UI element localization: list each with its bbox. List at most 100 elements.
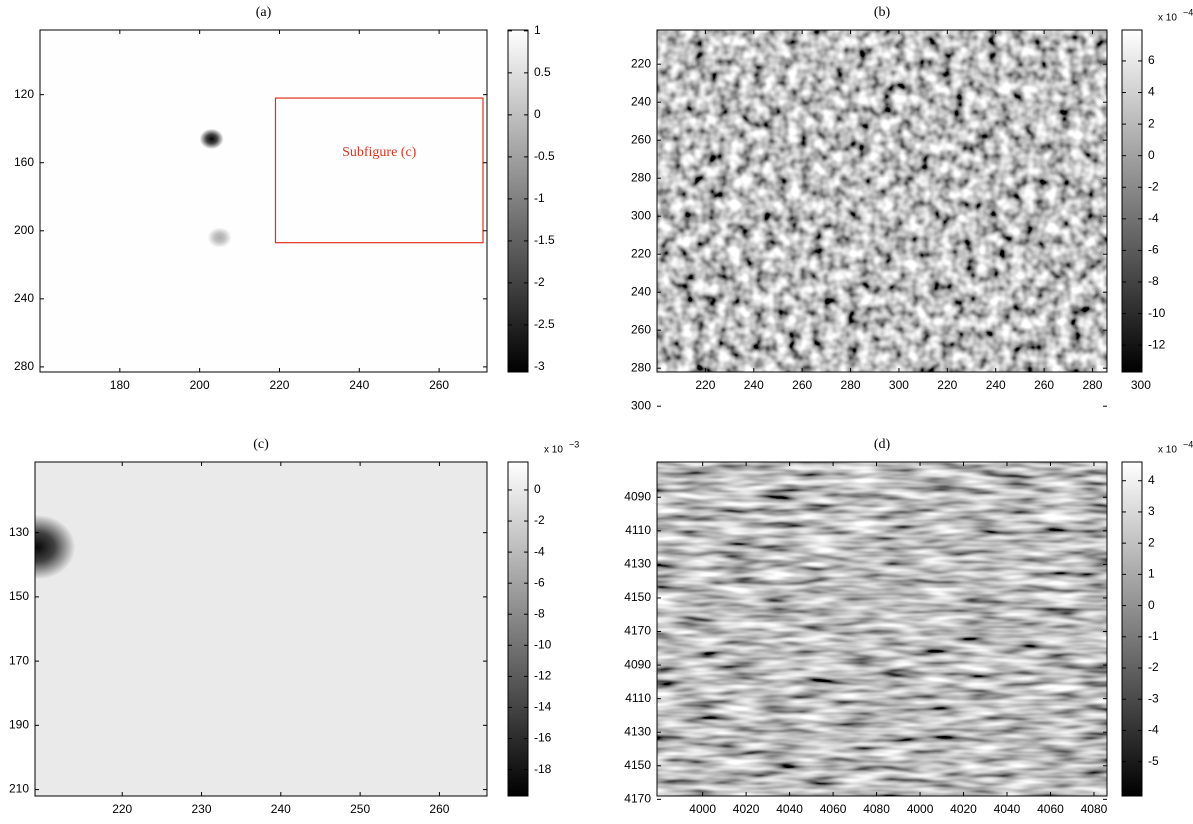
x-tick-label: 220 [269, 378, 289, 392]
x-tick-label: 220 [112, 802, 132, 816]
x-tick-label: 220 [695, 378, 715, 392]
colorbar-tick-label: -1.5 [534, 233, 555, 247]
plot-frame [656, 29, 1108, 373]
x-tick-label: 180 [110, 378, 130, 392]
colorbar-tick-label: 0 [534, 107, 541, 121]
colorbar-tick-label: 0.5 [534, 65, 551, 79]
colorbar [1121, 461, 1143, 797]
colorbar-tick-label: -14 [534, 700, 552, 714]
annotation-label: Subfigure (c) [342, 145, 417, 160]
heatmap-spot [207, 227, 232, 248]
y-tick-label: 4170 [624, 624, 651, 638]
y-tick-label: 4150 [624, 590, 651, 604]
y-tick-label: 4170 [624, 792, 651, 806]
y-tick-label: 240 [14, 291, 34, 305]
heatmap-texture [657, 462, 1107, 796]
heatmap-texture [657, 30, 1107, 372]
colorbar-tick-label: -18 [534, 762, 552, 776]
plot-frame [39, 29, 488, 373]
x-tick-label: 260 [792, 378, 812, 392]
y-tick-label: 300 [631, 398, 651, 412]
colorbar-tick-label: -12 [1148, 337, 1166, 351]
colorbar-tick-label: -16 [534, 731, 552, 745]
colorbar-scale: x 10 [1158, 13, 1177, 24]
plot-area [657, 30, 1107, 372]
colorbar-tick-label: 2 [1148, 116, 1155, 130]
y-tick-label: 300 [631, 208, 651, 222]
panel-title: (d) [874, 437, 891, 452]
colorbar-tick-label: -2 [534, 275, 545, 289]
colorbar-tick-label: -8 [534, 606, 545, 620]
y-tick-label: 160 [14, 155, 34, 169]
x-tick-label: 4040 [994, 802, 1021, 816]
colorbar-tick-label: 0 [1148, 148, 1155, 162]
y-tick-label: 4110 [625, 523, 651, 537]
colorbar-tick-label: 2 [1148, 535, 1155, 549]
colorbar-tick-label: -3 [534, 359, 545, 373]
panel-title: (a) [256, 5, 272, 20]
colorbar-tick-label: 0 [534, 482, 541, 496]
colorbar-tick-label: 0 [1148, 598, 1155, 612]
panel-title: (c) [253, 437, 269, 452]
colorbar-tick-label: -2.5 [534, 317, 555, 331]
x-tick-label: 4020 [733, 802, 760, 816]
y-tick-label: 280 [631, 170, 651, 184]
x-tick-label: 4080 [1081, 802, 1108, 816]
colorbar-exponent: −4 [1183, 439, 1193, 449]
colorbar-tick-label: -3 [1148, 691, 1159, 705]
x-tick-label: 240 [986, 378, 1006, 392]
y-tick-label: 280 [631, 360, 651, 374]
colorbar-tick-label: -4 [534, 544, 545, 558]
x-tick-label: 4060 [820, 802, 847, 816]
y-tick-label: 4090 [624, 489, 651, 503]
colorbar-tick-label: -1 [1148, 629, 1159, 643]
colorbar-tick-label: 1 [1148, 567, 1155, 581]
colorbar-exponent: −3 [569, 439, 579, 449]
colorbar-tick-label: -10 [534, 637, 552, 651]
y-tick-label: 240 [631, 94, 651, 108]
colorbar-tick-label: 4 [1148, 473, 1155, 487]
y-tick-label: 210 [9, 782, 29, 796]
x-tick-label: 4080 [863, 802, 890, 816]
y-tick-label: 4090 [624, 657, 651, 671]
x-tick-label: 4060 [1037, 802, 1064, 816]
colorbar-tick-label: 1 [534, 23, 541, 37]
x-tick-label: 300 [1131, 378, 1151, 392]
heatmap-spot [199, 128, 224, 150]
x-tick-label: 4000 [689, 802, 716, 816]
x-tick-label: 200 [190, 378, 210, 392]
colorbar [1121, 29, 1143, 373]
y-tick-label: 4130 [624, 557, 651, 571]
colorbar-scale: x 10 [1158, 445, 1177, 456]
y-tick-label: 150 [9, 589, 29, 603]
y-tick-label: 220 [631, 56, 651, 70]
y-tick-label: 260 [631, 132, 651, 146]
x-tick-label: 260 [429, 378, 449, 392]
x-tick-label: 260 [1034, 378, 1054, 392]
x-tick-label: 300 [889, 378, 909, 392]
plot-area [657, 462, 1107, 796]
heatmap-spot [35, 514, 76, 580]
colorbar-tick-label: -2 [1148, 179, 1159, 193]
x-tick-label: 240 [349, 378, 369, 392]
colorbar-tick-label: -4 [1148, 723, 1159, 737]
plot-frame [656, 461, 1108, 797]
colorbar-tick-label: -1 [534, 191, 545, 205]
colorbar-exponent: −4 [1183, 7, 1193, 17]
colorbar-scale: x 10 [544, 445, 563, 456]
colorbar-tick-label: 6 [1148, 53, 1155, 67]
colorbar [507, 29, 529, 373]
annotation-box [274, 97, 484, 244]
plot-frame [34, 461, 488, 797]
x-tick-label: 4020 [950, 802, 977, 816]
colorbar-tick-label: -5 [1148, 754, 1159, 768]
panel-title: (b) [874, 5, 891, 20]
colorbar [507, 461, 529, 797]
y-tick-label: 4110 [625, 691, 651, 705]
y-tick-label: 220 [631, 246, 651, 260]
y-tick-label: 4130 [624, 724, 651, 738]
colorbar-tick-label: -12 [534, 669, 552, 683]
colorbar-tick-label: -6 [534, 575, 545, 589]
